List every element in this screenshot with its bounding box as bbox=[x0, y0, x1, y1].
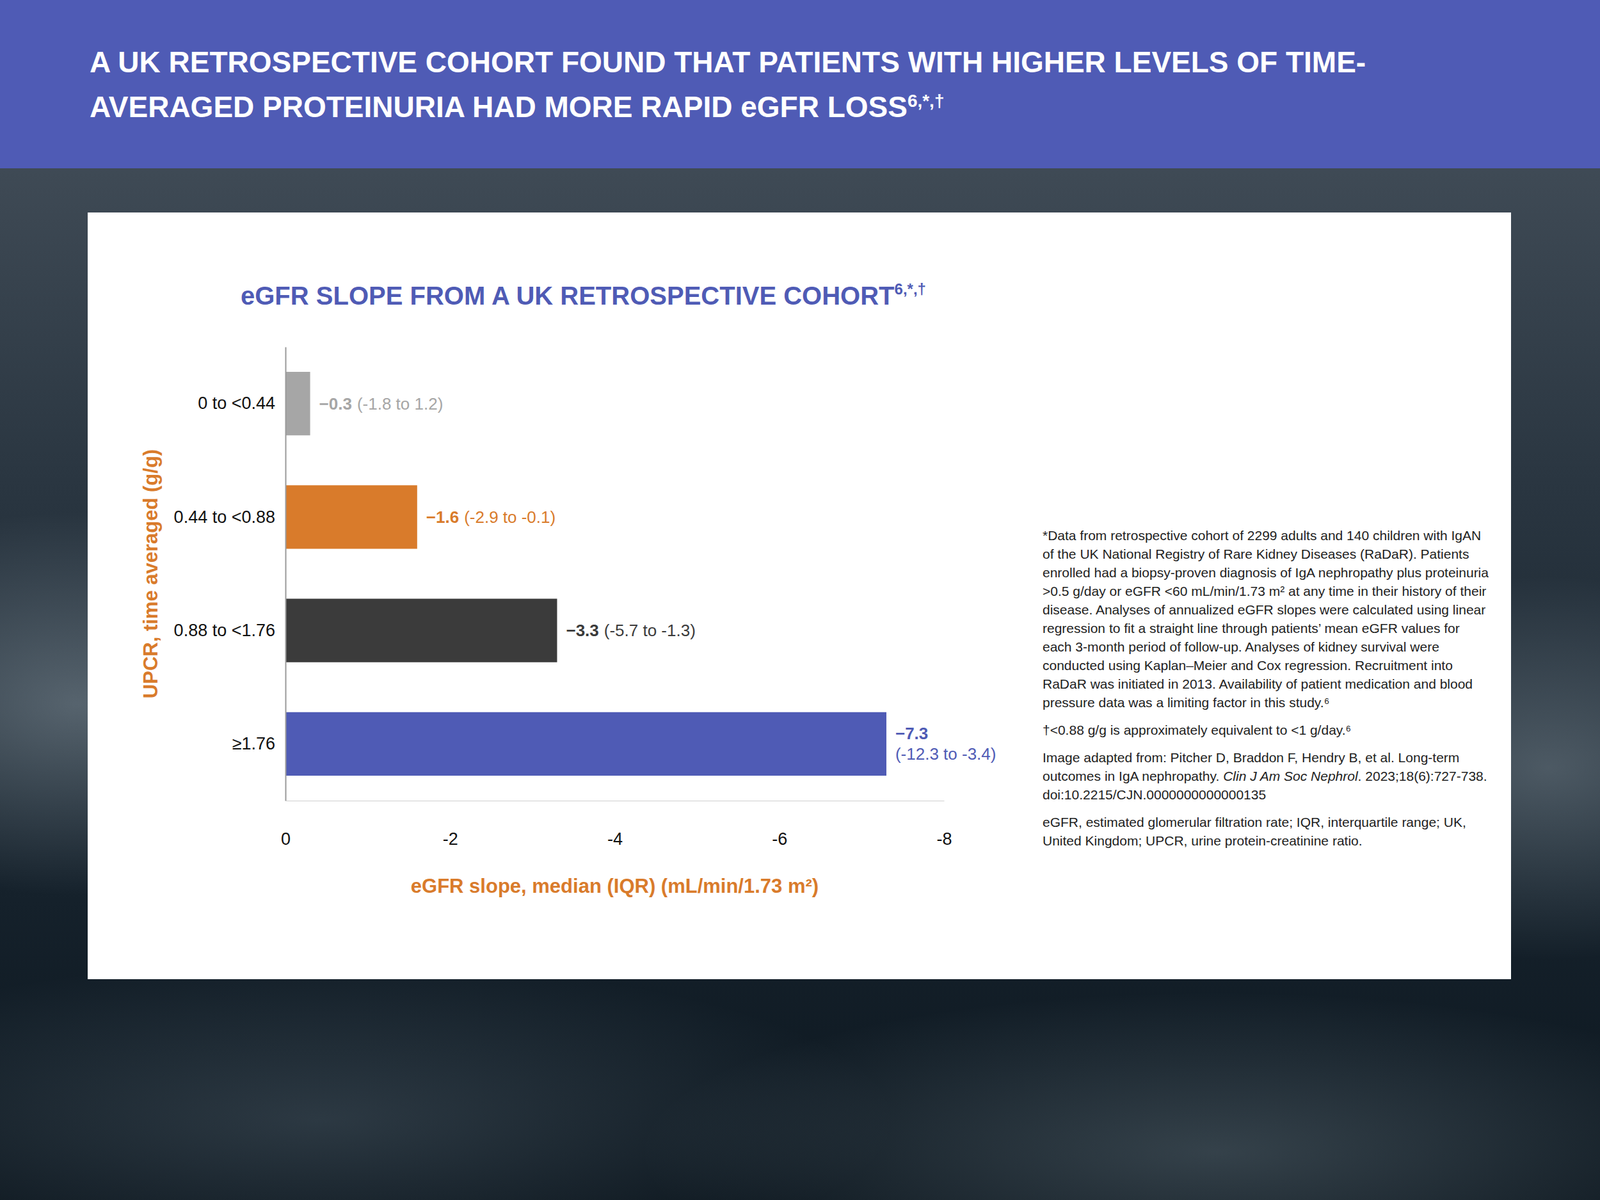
x-axis: 0 -2 -4 -6 -8 bbox=[280, 800, 953, 849]
data-label-value: −1.6 bbox=[426, 507, 459, 527]
x-tick: 0 bbox=[280, 800, 291, 849]
chart-title: eGFR SLOPE FROM A UK RETROSPECTIVE COHOR… bbox=[240, 280, 927, 310]
y-tick: 0.88 to <1.76 bbox=[174, 620, 286, 640]
data-label-value: −0.3 bbox=[319, 394, 352, 414]
chart-svg: eGFR SLOPE FROM A UK RETROSPECTIVE COHOR… bbox=[0, 0, 1600, 1200]
data-label-iqr: (-5.7 to -1.3) bbox=[604, 620, 696, 640]
data-label: −0.3(-1.8 to 1.2) bbox=[319, 394, 444, 414]
footnote-conversion: †<0.88 g/g is approximately equivalent t… bbox=[1042, 720, 1491, 740]
y-tick: ≥1.76 bbox=[232, 734, 286, 754]
y-tick-label: 0.88 to <1.76 bbox=[174, 620, 276, 640]
y-axis: 0 to <0.44 0.44 to <0.88 0.88 to <1.76 ≥1.7… bbox=[174, 347, 287, 802]
bars bbox=[285, 371, 887, 776]
header-title-superscript: 6,*,† bbox=[907, 90, 945, 111]
x-tick-label: 0 bbox=[280, 829, 291, 849]
x-tick-label: -8 bbox=[936, 829, 952, 849]
data-label-iqr: (-12.3 to -3.4) bbox=[895, 744, 997, 764]
data-labels: −0.3(-1.8 to 1.2)−1.6(-2.9 to -0.1)−3.3(… bbox=[319, 394, 997, 765]
data-label-iqr: (-1.8 to 1.2) bbox=[357, 394, 443, 414]
chart-title-superscript: 6,*,† bbox=[894, 280, 927, 298]
x-tick-label: -6 bbox=[771, 829, 788, 849]
x-tick: -4 bbox=[607, 800, 623, 849]
bar bbox=[285, 598, 557, 662]
data-label-value: −7.3 bbox=[895, 723, 928, 744]
bar bbox=[285, 371, 311, 436]
data-label: −1.6(-2.9 to -0.1) bbox=[426, 507, 556, 527]
chart-title-text: eGFR SLOPE FROM A UK RETROSPECTIVE COHOR… bbox=[240, 281, 895, 310]
notes: *Data from retrospective cohort of 2299 … bbox=[1042, 526, 1491, 859]
bar bbox=[285, 485, 418, 549]
y-tick-label: 0.44 to <0.88 bbox=[174, 507, 276, 527]
header-title-text: A UK RETROSPECTIVE COHORT FOUND THAT PAT… bbox=[89, 45, 1366, 124]
footnote-data: *Data from retrospective cohort of 2299 … bbox=[1042, 526, 1491, 712]
data-label: −3.3(-5.7 to -1.3) bbox=[565, 620, 696, 640]
abbreviations: eGFR, estimated glomerular filtration ra… bbox=[1042, 812, 1491, 850]
data-label-iqr: (-2.9 to -0.1) bbox=[464, 507, 556, 527]
reference-journal: Clin J Am Soc Nephrol bbox=[1223, 768, 1358, 784]
data-label: −7.3(-12.3 to -3.4) bbox=[895, 723, 997, 764]
x-axis-line bbox=[286, 800, 945, 802]
y-tick-label: 0 to <0.44 bbox=[197, 393, 276, 413]
x-tick-label: -2 bbox=[442, 829, 459, 849]
header-band: A UK RETROSPECTIVE COHORT FOUND THAT PAT… bbox=[0, 0, 1600, 169]
y-tick: 0.44 to <0.88 bbox=[174, 507, 286, 527]
x-tick-label: -4 bbox=[607, 829, 623, 849]
y-axis-title: UPCR, time averaged (g/g) bbox=[139, 449, 162, 699]
x-axis-title: eGFR slope, median (IQR) (mL/min/1.73 m²… bbox=[410, 874, 819, 898]
reference: Image adapted from: Pitcher D, Braddon F… bbox=[1042, 748, 1491, 804]
x-tick: -2 bbox=[442, 800, 459, 849]
data-label-value: −3.3 bbox=[565, 620, 599, 640]
header-title: A UK RETROSPECTIVE COHORT FOUND THAT PAT… bbox=[89, 39, 1511, 130]
y-tick-label: ≥1.76 bbox=[232, 734, 276, 754]
x-tick: -6 bbox=[771, 800, 788, 849]
x-tick: -8 bbox=[936, 800, 952, 849]
bar bbox=[285, 712, 887, 776]
y-tick: 0 to <0.44 bbox=[197, 393, 286, 413]
y-axis-line bbox=[285, 347, 287, 802]
